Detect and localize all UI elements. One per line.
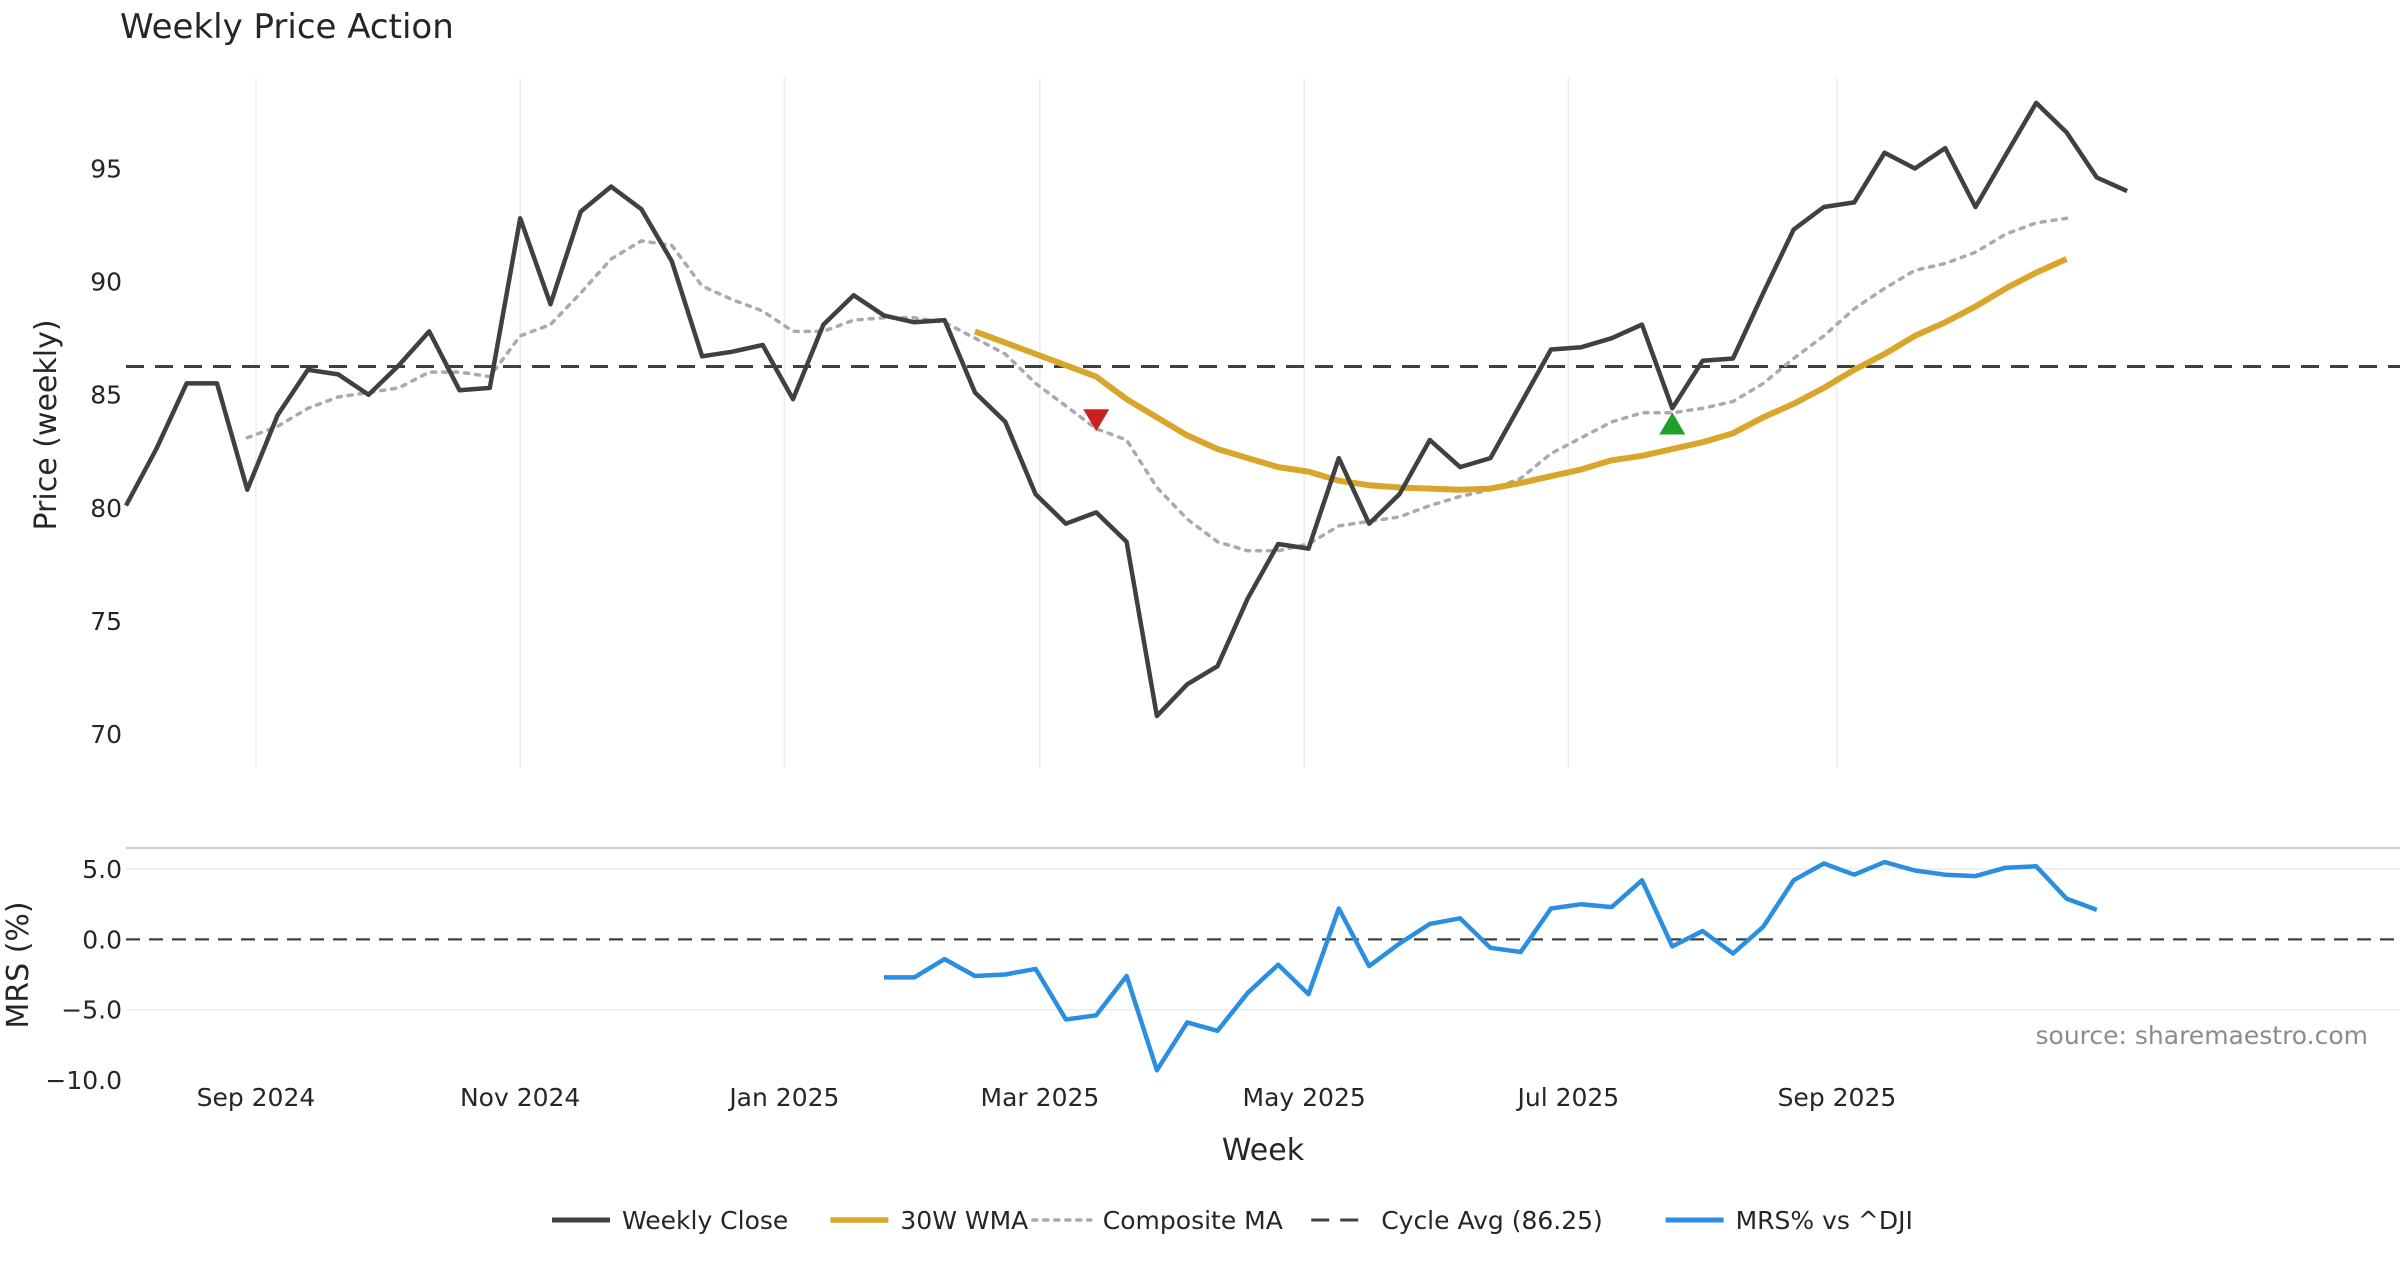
price-grid: [255, 78, 1838, 768]
legend-item-mrs-vs-dji: MRS% vs ^DJI: [1665, 1206, 1913, 1235]
legend-item-weekly-close: Weekly Close: [552, 1206, 788, 1235]
chart-title: Weekly Price Action: [120, 7, 454, 47]
mrs-y-tick-label: 5.0: [82, 855, 122, 884]
legend-label: 30W WMA: [900, 1206, 1028, 1235]
x-tick-label: Jan 2025: [727, 1083, 839, 1112]
x-tick-label: Nov 2024: [460, 1083, 580, 1112]
price-y-tick-label: 90: [90, 268, 122, 297]
price-y-tick-label: 80: [90, 494, 122, 523]
mrs-y-ticks: 5.0 0.0 −5.0 −10.0: [45, 855, 122, 1095]
sell-signal-marker: [1083, 409, 1110, 432]
weekly-close-line: [124, 100, 2129, 719]
series-layer: [124, 100, 2400, 1073]
legend-label: Composite MA: [1103, 1206, 1283, 1235]
legend-label: Cycle Avg (86.25): [1381, 1206, 1603, 1235]
x-tick-label: Sep 2024: [197, 1083, 316, 1112]
x-ticks: Sep 2024 Nov 2024 Jan 2025 Mar 2025 May 2025…: [197, 1083, 1897, 1112]
legend-item-30w-wma: 30W WMA: [830, 1206, 1028, 1235]
mrs-grid: [126, 847, 2400, 1011]
mrs-y-tick-label: −10.0: [45, 1066, 122, 1095]
x-tick-label: Jul 2025: [1515, 1083, 1619, 1112]
source-annotation: source: sharemaestro.com: [2036, 1021, 2369, 1050]
marker-layer: [1083, 409, 1686, 435]
price-y-tick-label: 70: [90, 720, 122, 749]
composite-ma-line: [245, 216, 2069, 553]
price-y-ticks: 70 75 80 85 90 95: [90, 154, 122, 749]
x-axis-label: Week: [1222, 1133, 1305, 1168]
price-y-tick-label: 95: [90, 154, 122, 183]
x-tick-label: Mar 2025: [981, 1083, 1100, 1112]
legend: Weekly Close 30W WMA Composite MA Cycle Avg…: [552, 1206, 1913, 1235]
30w-wma-line: [973, 256, 2068, 493]
legend-label: Weekly Close: [622, 1206, 788, 1235]
price-y-tick-label: 85: [90, 381, 122, 410]
mrs-y-tick-label: −5.0: [61, 996, 122, 1025]
x-tick-label: May 2025: [1243, 1083, 1366, 1112]
mrs-vs-dji-line: [884, 859, 2098, 1073]
price-y-tick-label: 75: [90, 607, 122, 636]
legend-item-cycle-avg-86-25: Cycle Avg (86.25): [1311, 1206, 1603, 1235]
buy-signal-marker: [1659, 412, 1686, 435]
legend-item-composite-ma: Composite MA: [1031, 1206, 1283, 1235]
mrs-y-axis-label: MRS (%): [1, 901, 36, 1028]
legend-label: MRS% vs ^DJI: [1736, 1206, 1913, 1235]
mrs-y-tick-label: 0.0: [82, 925, 122, 954]
x-tick-label: Sep 2025: [1778, 1083, 1897, 1112]
price-y-axis-label: Price (weekly): [29, 319, 64, 530]
